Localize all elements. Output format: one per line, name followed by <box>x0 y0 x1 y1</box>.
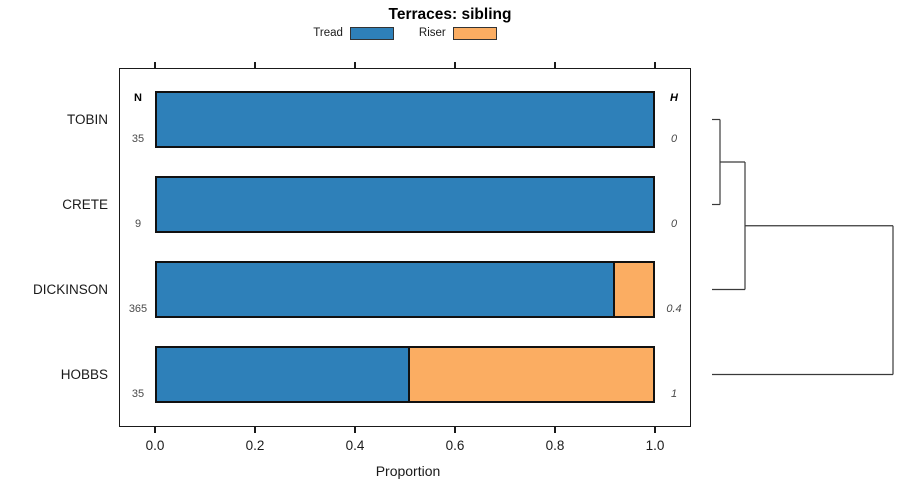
bar-dickinson-riser <box>613 261 655 318</box>
x-tick-top-1.0 <box>654 62 656 68</box>
x-tick-label-0.0: 0.0 <box>145 438 165 453</box>
legend-label-riser: Riser <box>418 27 446 39</box>
bar-crete-tread <box>155 176 655 233</box>
x-tick-label-0.6: 0.6 <box>445 438 465 453</box>
legend-swatch-riser <box>452 26 497 40</box>
x-tick-top-0.0 <box>154 62 156 68</box>
n-value-hobbs: 35 <box>131 388 145 400</box>
category-label-crete: CRETE <box>62 196 108 212</box>
plot-area <box>119 68 691 427</box>
x-tick-bottom-0.0 <box>154 427 156 433</box>
category-label-tobin: TOBIN <box>66 111 108 127</box>
legend-item-tread: Tread <box>313 26 394 40</box>
x-tick-label-0.4: 0.4 <box>345 438 365 453</box>
bar-hobbs-riser <box>408 346 655 403</box>
bar-dickinson-tread <box>155 261 615 318</box>
x-tick-bottom-0.2 <box>254 427 256 433</box>
h-value-crete: 0 <box>670 218 678 230</box>
n-value-dickinson: 365 <box>128 303 148 315</box>
x-tick-bottom-1.0 <box>654 427 656 433</box>
x-tick-label-0.8: 0.8 <box>545 438 565 453</box>
h-column-header: H <box>670 92 678 104</box>
n-value-crete: 9 <box>134 218 142 230</box>
chart-title: Terraces: sibling <box>388 6 512 23</box>
x-tick-top-0.4 <box>354 62 356 68</box>
category-label-dickinson: DICKINSON <box>32 281 108 297</box>
x-tick-bottom-0.4 <box>354 427 356 433</box>
bar-hobbs-tread <box>155 346 410 403</box>
x-tick-top-0.6 <box>454 62 456 68</box>
x-tick-top-0.8 <box>554 62 556 68</box>
h-value-dickinson: 0.4 <box>666 303 682 315</box>
x-tick-bottom-0.6 <box>454 427 456 433</box>
x-tick-label-1.0: 1.0 <box>645 438 665 453</box>
h-value-tobin: 0 <box>670 133 678 145</box>
x-axis-label: Proportion <box>375 463 441 479</box>
x-tick-label-0.2: 0.2 <box>245 438 265 453</box>
legend-swatch-tread <box>349 26 394 40</box>
n-value-tobin: 35 <box>131 133 145 145</box>
x-tick-top-0.2 <box>254 62 256 68</box>
n-column-header: N <box>134 92 142 104</box>
legend: Tread Riser <box>119 24 691 42</box>
legend-item-riser: Riser <box>418 26 497 40</box>
bar-tobin-tread <box>155 91 655 148</box>
x-tick-bottom-0.8 <box>554 427 556 433</box>
legend-label-tread: Tread <box>313 27 343 39</box>
h-value-hobbs: 1 <box>670 388 678 400</box>
category-label-hobbs: HOBBS <box>60 366 108 382</box>
